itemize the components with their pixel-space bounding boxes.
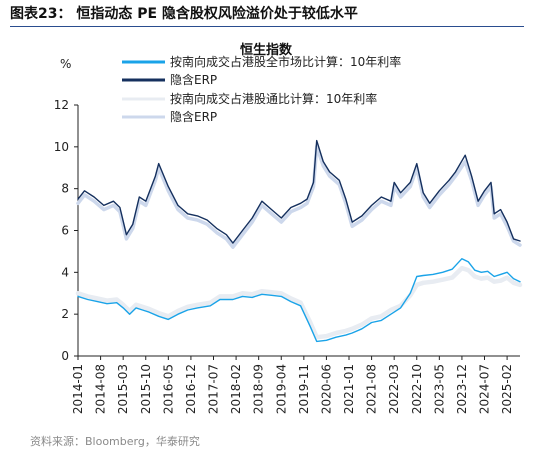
series-line-2: [75, 265, 523, 340]
source-note: 资料来源：Bloomberg，华泰研究: [30, 435, 200, 448]
x-tick-labels: 2014-01 2014-08 2015-03 2015-10 2016-05 2016-…: [71, 356, 514, 414]
x-tick-label: 2022-10: [410, 364, 424, 414]
x-tick-label: 2021-08: [365, 364, 379, 414]
x-tick-label: 2017-07: [207, 364, 221, 414]
legend-label-2: 按南向成交占港股通比计算：10年利率: [170, 91, 377, 106]
x-tick-label: 2016-05: [161, 364, 175, 414]
chart-title: 恒生指数: [240, 42, 293, 58]
y-tick-labels: 0 2 4 6 8 10 12: [54, 98, 78, 363]
x-tick-label: 2014-01: [71, 364, 85, 414]
x-tick-label: 2021-01: [342, 364, 356, 414]
series-line-1: [77, 139, 521, 244]
y-axis-label: %: [60, 57, 71, 71]
legend-label-3: 隐含ERP: [170, 109, 217, 124]
figure-title: 图表23： 恒指动态 PE 隐含股权风险溢价处于较低水平: [10, 6, 358, 22]
y-tick-label: 4: [61, 265, 69, 279]
legend-label-0: 按南向成交占港股全市场比计算：10年利率: [170, 54, 401, 69]
x-tick-label: 2018-09: [252, 364, 266, 414]
x-tick-label: 2016-12: [184, 364, 198, 414]
x-tick-label: 2018-02: [229, 364, 243, 414]
x-tick-label: 2024-07: [478, 364, 492, 414]
y-tick-label: 12: [54, 98, 69, 112]
series-line-3: [76, 145, 522, 249]
y-tick-label: 10: [54, 140, 69, 154]
x-tick-label: 2019-04: [274, 364, 288, 414]
y-tick-label: 0: [61, 349, 69, 363]
legend-label-1: 隐含ERP: [170, 72, 217, 87]
x-tick-label: 2020-06: [319, 364, 333, 414]
x-tick-label: 2022-03: [387, 364, 401, 414]
x-tick-label: 2015-10: [139, 364, 153, 414]
y-tick-label: 6: [61, 224, 69, 238]
x-tick-label: 2023-12: [455, 364, 469, 414]
x-tick-label: 2014-08: [94, 364, 108, 414]
y-tick-label: 2: [61, 307, 69, 321]
title-divider: [10, 26, 524, 27]
series-lines: [75, 139, 523, 343]
x-tick-label: 2023-05: [432, 364, 446, 414]
axis-lines: [77, 105, 520, 357]
x-tick-label: 2015-03: [116, 364, 130, 414]
y-tick-label: 8: [61, 182, 69, 196]
x-tick-label: 2025-02: [500, 364, 514, 414]
series-line-0: [77, 258, 521, 343]
x-tick-label: 2019-11: [297, 364, 311, 414]
